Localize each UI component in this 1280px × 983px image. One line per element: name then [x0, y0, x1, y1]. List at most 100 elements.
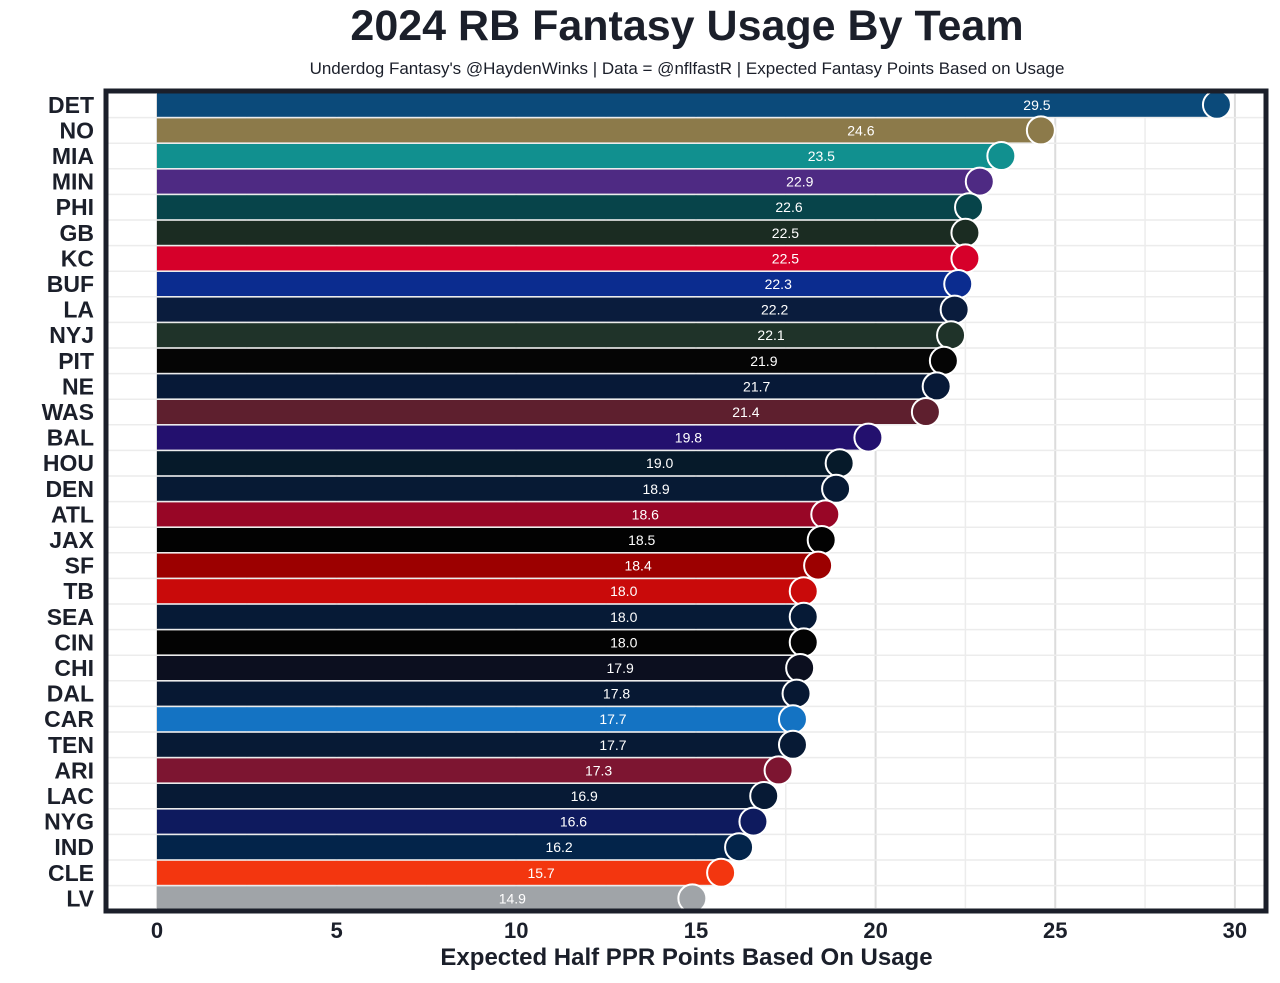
team-logo-icon — [939, 294, 970, 325]
y-tick-label: TEN — [48, 732, 94, 758]
team-logo-icon — [724, 832, 755, 863]
x-tick-label: 15 — [684, 918, 708, 943]
team-logo-icon — [706, 857, 737, 888]
y-tick-label: GB — [60, 220, 95, 246]
bar-gb — [157, 220, 966, 245]
team-logo-icon — [853, 422, 884, 453]
value-label: 18.0 — [610, 609, 637, 625]
bar-hou — [157, 451, 840, 476]
value-label: 22.2 — [761, 302, 788, 318]
bar-ind — [157, 835, 740, 860]
value-label: 22.5 — [772, 225, 799, 241]
y-tick-label: DEN — [45, 476, 94, 502]
y-tick-label: HOU — [43, 450, 94, 476]
team-logo-icon — [928, 345, 959, 376]
value-label: 17.8 — [603, 686, 630, 702]
bar-was — [157, 400, 926, 424]
value-label: 18.6 — [632, 506, 659, 522]
team-logo-icon — [777, 704, 808, 735]
y-tick-label: DET — [48, 92, 94, 118]
x-tick-label: 0 — [151, 918, 163, 943]
value-label: 18.4 — [624, 558, 651, 574]
value-label: 21.7 — [743, 378, 770, 394]
team-logo-icon — [677, 883, 708, 914]
bar-ten — [157, 732, 793, 757]
team-logo-icon — [788, 601, 819, 632]
y-tick-label: BAL — [47, 425, 94, 451]
y-tick-label: CLE — [48, 860, 94, 886]
bar-ne — [157, 374, 937, 399]
bar-sf — [157, 553, 819, 578]
y-tick-label: CAR — [44, 706, 94, 732]
team-logo-icon — [954, 192, 985, 223]
bar-det — [157, 92, 1217, 117]
y-tick-label: WAS — [42, 399, 94, 425]
bars-layer: 29.5 24.6 23.5 22.9 22.6 22.5 22.5 22.3 22.2 22.1… — [157, 92, 1217, 911]
team-logo-icon — [777, 729, 808, 760]
bar-buf — [157, 272, 959, 296]
team-logo-icon — [1201, 89, 1232, 120]
bar-nyg — [157, 809, 754, 834]
bar-cin — [157, 630, 804, 655]
x-tick-label: 20 — [863, 918, 887, 943]
y-tick-label: DAL — [47, 681, 94, 707]
value-label: 15.7 — [527, 865, 554, 881]
y-tick-label: CIN — [54, 629, 94, 655]
value-label: 17.7 — [599, 711, 626, 727]
value-label: 16.2 — [545, 839, 572, 855]
team-logo-icon — [950, 243, 981, 274]
y-tick-label: NE — [62, 373, 94, 399]
y-tick-label: KC — [61, 245, 94, 271]
bar-ari — [157, 758, 779, 783]
y-tick-label: NO — [60, 117, 95, 143]
team-logo-icon — [824, 448, 855, 479]
value-label: 18.5 — [628, 532, 655, 548]
bar-den — [157, 476, 837, 501]
value-label: 19.0 — [646, 455, 673, 471]
value-label: 16.6 — [560, 814, 587, 830]
value-label: 23.5 — [808, 148, 835, 164]
bar-sea — [157, 604, 804, 629]
y-tick-label: NYG — [44, 809, 94, 835]
team-logo-icon — [810, 499, 841, 530]
bar-lac — [157, 784, 765, 808]
bar-tb — [157, 579, 804, 604]
value-label: 21.4 — [732, 404, 759, 420]
value-label: 18.0 — [610, 583, 637, 599]
y-tick-label: LAC — [47, 783, 94, 809]
y-tick-label: NYJ — [49, 322, 94, 348]
value-label: 17.7 — [599, 737, 626, 753]
value-label: 17.3 — [585, 762, 612, 778]
bar-lv — [157, 886, 693, 911]
y-tick-label: SEA — [47, 604, 94, 630]
value-label: 17.9 — [607, 660, 634, 676]
team-logo-icon — [910, 397, 941, 427]
x-tick-label: 30 — [1223, 918, 1247, 943]
bar-pit — [157, 348, 944, 373]
team-logo-icon — [964, 166, 995, 197]
team-logo-icon — [921, 371, 952, 402]
y-tick-label: BUF — [47, 271, 94, 297]
bar-kc — [157, 246, 966, 271]
bar-chi — [157, 656, 801, 680]
value-label: 14.9 — [499, 890, 526, 906]
team-logo-icon — [950, 217, 981, 248]
value-label: 22.3 — [765, 276, 792, 292]
bar-phi — [157, 195, 970, 220]
bar-mia — [157, 144, 1002, 168]
y-tick-label: SF — [65, 553, 94, 579]
x-tick-labels: 0 5 10 15 20 25 30 — [151, 918, 1247, 943]
chart-title: 2024 RB Fantasy Usage By Team — [350, 2, 1024, 50]
y-tick-label: LV — [66, 885, 94, 911]
y-tick-label: ATL — [51, 501, 94, 527]
team-logo-icon — [738, 806, 769, 837]
y-tick-label: PHI — [56, 194, 94, 220]
value-label: 21.9 — [750, 353, 777, 369]
y-tick-label: MIA — [52, 143, 94, 169]
team-logo-icon — [788, 627, 819, 658]
bar-atl — [157, 502, 826, 527]
bar-dal — [157, 681, 797, 706]
bar-cle — [157, 860, 722, 885]
bar-car — [157, 707, 793, 732]
